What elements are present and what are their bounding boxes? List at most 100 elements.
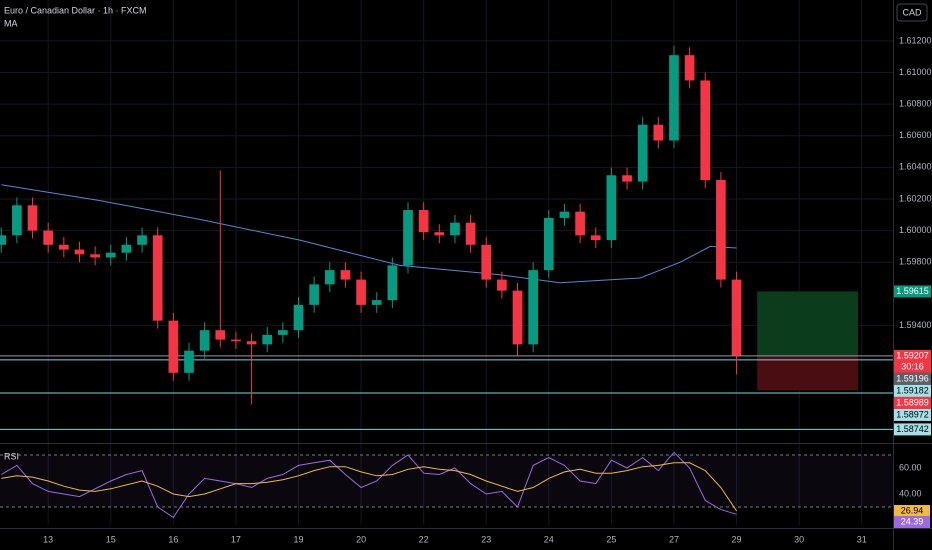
rsi-value-tag [894, 505, 930, 518]
candle-body [606, 175, 617, 241]
candle-body [653, 124, 664, 141]
candle-body [152, 235, 163, 321]
candle-body [58, 244, 69, 250]
price-tag [894, 349, 931, 373]
x-tick-label: 29 [732, 534, 742, 544]
y-tick-label: 1.60600 [899, 130, 932, 140]
y-tick-label: 1.60200 [899, 193, 932, 203]
plot [0, 45, 893, 519]
x-tick-label: 15 [106, 534, 116, 544]
candle-body [105, 252, 116, 258]
y-tick-label: 1.59400 [899, 320, 932, 330]
candle-body [387, 265, 398, 301]
candle-body [74, 249, 85, 255]
candle-body [465, 222, 476, 245]
candle-body [716, 180, 726, 280]
axis: 13 15 16 17 19 20 22 23 24 25 27 29 30 31 1.61200 1.610… [43, 35, 931, 544]
candle-body [340, 270, 351, 280]
candle-body [324, 270, 335, 285]
price-tag [894, 408, 931, 421]
x-tick-label: 13 [43, 534, 53, 544]
price-tag-label: 1.59615 [896, 286, 929, 296]
candle-body [575, 211, 585, 236]
price-tag-label: 1.58989 [896, 397, 929, 407]
candle-body [121, 244, 132, 253]
ma-legend: MA [4, 18, 18, 28]
x-tick-label: 19 [293, 534, 303, 544]
candle-body [481, 244, 492, 280]
rsi-value-tag [894, 516, 930, 529]
rsi-line [1, 451, 737, 519]
candle-body [231, 339, 241, 342]
x-tick-label: 23 [481, 534, 491, 544]
x-tick-label: 17 [231, 534, 241, 544]
y-tick-label: 1.61200 [899, 35, 932, 45]
grid [0, 0, 893, 525]
rsi-band [0, 454, 893, 508]
y-tick-label: 1.60000 [899, 225, 932, 235]
price-tag [894, 285, 931, 298]
candle-body [12, 205, 22, 236]
candle-body [90, 254, 100, 258]
candle-body [278, 330, 288, 335]
currency-button[interactable] [896, 3, 928, 22]
candle-body [684, 55, 695, 81]
price-tag-label: 1.59207 [896, 350, 929, 360]
candle-body [137, 235, 147, 245]
candle-body [622, 175, 632, 182]
candle-body [450, 222, 460, 236]
x-tick-label: 25 [606, 534, 616, 544]
rsi-value-label: 24.39 [901, 516, 924, 526]
rsi-ma-line [1, 462, 738, 512]
rsi-value-label: 26.94 [901, 505, 924, 515]
candle-body [559, 211, 570, 218]
candle-body [184, 350, 194, 373]
x-tick-label: 24 [544, 534, 554, 544]
candle-body [356, 279, 366, 305]
candle-body [43, 230, 54, 245]
price-tag-label: 1.59182 [896, 385, 929, 395]
countdown-label: 30:16 [901, 361, 924, 371]
candle-body [27, 205, 38, 231]
x-tick-label: 16 [168, 534, 178, 544]
x-tick-label: 22 [419, 534, 429, 544]
y-tick-label: 1.60400 [899, 162, 932, 172]
price-tag [894, 396, 931, 409]
price-tag [894, 372, 931, 385]
x-tick-label: 27 [669, 534, 679, 544]
price-tag-label: 1.58742 [896, 424, 929, 434]
price-tag [894, 384, 931, 397]
rsi-legend: RSI [4, 451, 19, 461]
candle-body [637, 124, 648, 182]
candle-body [403, 210, 413, 266]
candle-body [215, 330, 226, 340]
candle-body [262, 334, 273, 345]
candle-body [669, 55, 679, 141]
y-tick-label: 1.59800 [899, 257, 932, 267]
candle-body [497, 279, 507, 291]
price-tag-label: 1.59196 [896, 373, 929, 383]
x-tick-label: 20 [356, 534, 366, 544]
candle-body [434, 232, 445, 236]
candle-body [731, 279, 742, 356]
price-tag [894, 423, 931, 436]
chart-title: Euro / Canadian Dollar · 1h · FXCM [4, 5, 147, 15]
candle-body [293, 304, 304, 331]
candle-body [590, 235, 601, 241]
candle-body [512, 290, 523, 345]
candle-body [418, 210, 429, 233]
candle-body [199, 330, 210, 351]
currency-label[interactable]: CAD [902, 7, 922, 17]
y-tick-label: 1.61000 [899, 67, 932, 77]
candle-body [371, 300, 382, 305]
y-tick-label: 1.60800 [899, 99, 932, 109]
candle-body [246, 341, 257, 345]
ma-line [1, 184, 737, 284]
rsi-tick-label: 40.00 [899, 488, 922, 498]
candle-body [309, 284, 319, 305]
x-tick-label: 30 [794, 534, 804, 544]
candle-body [528, 270, 539, 345]
candle-body [543, 217, 554, 271]
